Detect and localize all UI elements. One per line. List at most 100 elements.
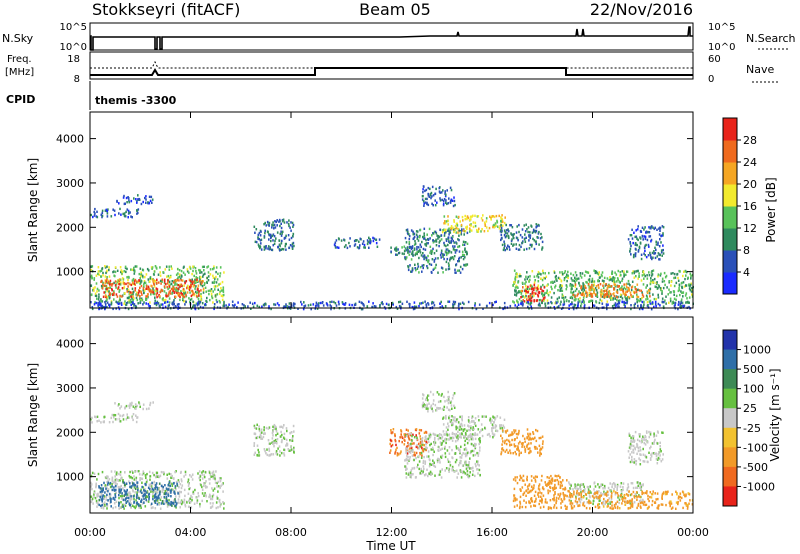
power-echo-cell [579,300,581,303]
power-echo-cell [297,307,299,310]
velocity-echo-cell [469,457,471,460]
velocity-echo-cell [162,471,165,474]
power-echo-cell [621,279,623,283]
power-echo-cell [655,285,657,289]
velocity-echo-cell [261,437,264,440]
velocity-echo-cell [124,485,126,488]
velocity-echo-cell [210,506,213,509]
power-echo-cell [300,300,302,304]
velocity-echo-cell [142,495,144,498]
power-echo-cell [516,299,518,302]
y-tick-label: 2000 [56,221,84,234]
power-echo-cell [140,273,142,276]
power-echo-cell [417,262,419,266]
velocity-echo-cell [141,481,143,484]
velocity-echo-cell [499,427,502,430]
velocity-echo-cell [491,423,494,426]
power-echo-cell [153,270,156,273]
velocity-echo-cell [183,498,186,501]
power-echo-cell [657,273,660,276]
power-echo-cell [418,304,420,308]
velocity-echo-cell [474,433,476,436]
power-echo-cell [682,291,685,294]
velocity-echo-cell [180,502,183,506]
power-echo-cell [334,302,337,305]
velocity-echo-cell [154,490,156,493]
power-echo-cell [593,291,595,295]
power-echo-cell [568,304,570,307]
power-echo-cell [412,253,414,257]
velocity-echo-cell [468,421,471,424]
power-echo-cell [658,227,660,230]
power-echo-cell [542,276,545,280]
velocity-echo-cell [154,487,156,490]
power-echo-cell [557,300,559,303]
power-echo-cell [516,225,518,228]
velocity-echo-cell [132,405,135,408]
power-echo-cell [441,305,443,308]
power-echo-cell [605,283,607,286]
velocity-echo-cell [463,436,465,439]
power-echo-cell [290,221,292,224]
velocity-echo-cell [430,442,432,446]
power-echo-cell [645,298,647,301]
power-echo-cell [458,238,460,242]
power-echo-cell [462,243,464,246]
velocity-echo-cell [432,459,434,462]
power-echo-cell [334,241,337,244]
power-echo-cell [338,238,340,241]
power-echo-cell [569,303,572,306]
velocity-echo-cell [198,470,201,473]
power-echo-cell [452,300,455,303]
power-echo-cell [177,284,180,287]
velocity-echo-cell [170,482,172,485]
power-echo-cell [645,255,648,259]
power-echo-cell [646,238,649,242]
power-echo-cell [642,283,645,286]
power-echo-cell [363,243,366,247]
power-echo-cell [304,304,307,307]
velocity-echo-cell [451,439,454,442]
velocity-echo-cell [183,475,185,478]
power-echo-cell [581,293,584,297]
velocity-echo-cell [407,471,410,475]
velocity-echo-cell [103,497,106,500]
power-echo-cell [531,285,533,288]
power-echo-cell [279,244,281,248]
velocity-echo-cell [394,452,396,455]
velocity-echo-cell [107,481,110,484]
velocity-echo-cell [118,472,120,476]
power-echo-cell [259,234,262,237]
velocity-echo-cell [448,415,451,418]
power-echo-cell [100,269,103,272]
power-echo-cell [159,295,161,298]
velocity-echo-cell [151,481,153,485]
power-echo-cell [674,276,677,279]
velocity-echo-cell [434,441,437,444]
velocity-echo-cell [197,472,199,475]
power-echo-cell [523,248,525,251]
power-echo-cell [431,202,433,205]
power-echo-cell [641,307,644,311]
velocity-echo-cell [126,496,128,499]
velocity-echo-cell [467,434,470,438]
velocity-echo-cell [177,501,180,504]
power-echo-cell [222,295,224,298]
power-echo-cell [430,196,432,200]
power-echo-cell [663,300,665,304]
power-echo-cell [660,272,662,275]
power-echo-cell [161,278,164,281]
velocity-echo-cell [118,420,121,423]
power-echo-cell [195,270,197,273]
power-echo-cell [442,189,444,192]
velocity-echo-cell [422,461,425,465]
power-echo-cell [222,293,225,297]
power-echo-cell [591,295,594,298]
velocity-echo-cell [140,498,143,501]
power-echo-cell [654,285,656,288]
power-echo-cell [135,293,137,296]
velocity-echo-cell [427,450,430,453]
velocity-echo-cell [445,467,448,470]
power-echo-cell [101,209,104,212]
